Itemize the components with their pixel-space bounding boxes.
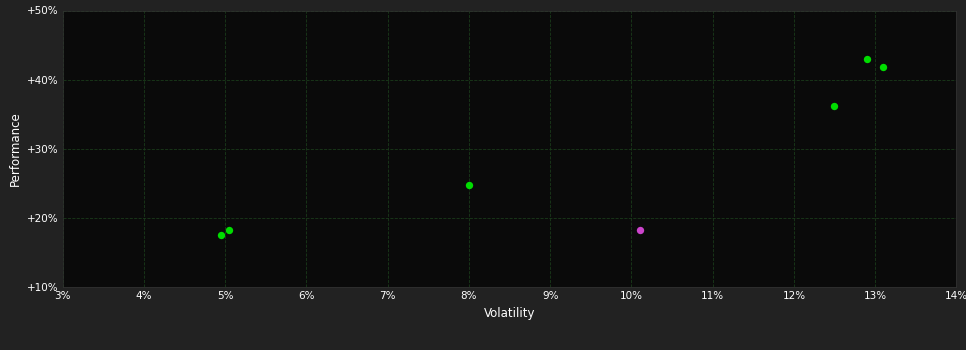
X-axis label: Volatility: Volatility	[484, 307, 535, 320]
Point	[461, 182, 476, 188]
Point	[221, 227, 237, 232]
Point	[860, 56, 875, 62]
Y-axis label: Performance: Performance	[9, 111, 21, 186]
Point	[875, 64, 891, 70]
Point	[213, 232, 229, 238]
Point	[827, 103, 842, 109]
Point	[632, 228, 647, 233]
